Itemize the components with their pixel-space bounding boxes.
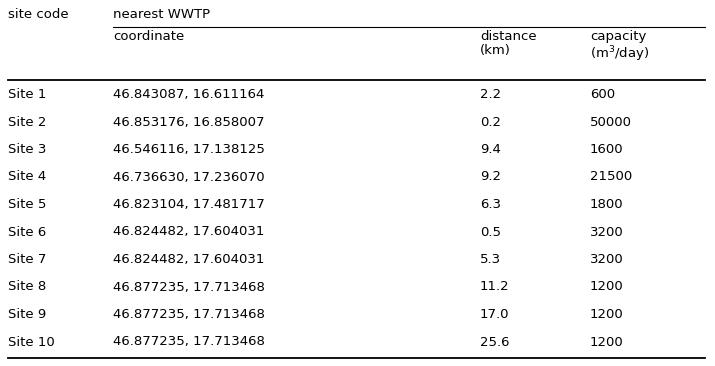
Text: Site 10: Site 10 — [8, 336, 55, 348]
Text: 21500: 21500 — [590, 171, 632, 183]
Text: 46.853176, 16.858007: 46.853176, 16.858007 — [113, 116, 265, 128]
Text: 25.6: 25.6 — [480, 336, 510, 348]
Text: coordinate: coordinate — [113, 30, 184, 43]
Text: Site 8: Site 8 — [8, 280, 46, 294]
Text: 0.5: 0.5 — [480, 225, 501, 239]
Text: 1200: 1200 — [590, 280, 623, 294]
Text: 2.2: 2.2 — [480, 88, 501, 101]
Text: 46.877235, 17.713468: 46.877235, 17.713468 — [113, 308, 265, 321]
Text: 46.736630, 17.236070: 46.736630, 17.236070 — [113, 171, 265, 183]
Text: Site 4: Site 4 — [8, 171, 46, 183]
Text: Site 2: Site 2 — [8, 116, 46, 128]
Text: 46.823104, 17.481717: 46.823104, 17.481717 — [113, 198, 265, 211]
Text: 46.824482, 17.604031: 46.824482, 17.604031 — [113, 253, 265, 266]
Text: 46.546116, 17.138125: 46.546116, 17.138125 — [113, 143, 265, 156]
Text: 9.2: 9.2 — [480, 171, 501, 183]
Text: 46.877235, 17.713468: 46.877235, 17.713468 — [113, 280, 265, 294]
Text: 50000: 50000 — [590, 116, 632, 128]
Text: capacity: capacity — [590, 30, 646, 43]
Text: Site 3: Site 3 — [8, 143, 46, 156]
Text: 46.877235, 17.713468: 46.877235, 17.713468 — [113, 336, 265, 348]
Text: 11.2: 11.2 — [480, 280, 510, 294]
Text: 3200: 3200 — [590, 225, 623, 239]
Text: 1600: 1600 — [590, 143, 623, 156]
Text: 6.3: 6.3 — [480, 198, 501, 211]
Text: 17.0: 17.0 — [480, 308, 510, 321]
Text: 9.4: 9.4 — [480, 143, 501, 156]
Text: nearest WWTP: nearest WWTP — [113, 8, 210, 21]
Text: site code: site code — [8, 8, 69, 21]
Text: Site 6: Site 6 — [8, 225, 46, 239]
Text: 1200: 1200 — [590, 336, 623, 348]
Text: (km): (km) — [480, 44, 511, 57]
Text: Site 5: Site 5 — [8, 198, 46, 211]
Text: 5.3: 5.3 — [480, 253, 501, 266]
Text: (m$^3$/day): (m$^3$/day) — [590, 44, 649, 64]
Text: 46.824482, 17.604031: 46.824482, 17.604031 — [113, 225, 265, 239]
Text: 1200: 1200 — [590, 308, 623, 321]
Text: 1800: 1800 — [590, 198, 623, 211]
Text: Site 9: Site 9 — [8, 308, 46, 321]
Text: Site 7: Site 7 — [8, 253, 46, 266]
Text: 600: 600 — [590, 88, 615, 101]
Text: 3200: 3200 — [590, 253, 623, 266]
Text: Site 1: Site 1 — [8, 88, 46, 101]
Text: 46.843087, 16.611164: 46.843087, 16.611164 — [113, 88, 265, 101]
Text: 0.2: 0.2 — [480, 116, 501, 128]
Text: distance: distance — [480, 30, 537, 43]
